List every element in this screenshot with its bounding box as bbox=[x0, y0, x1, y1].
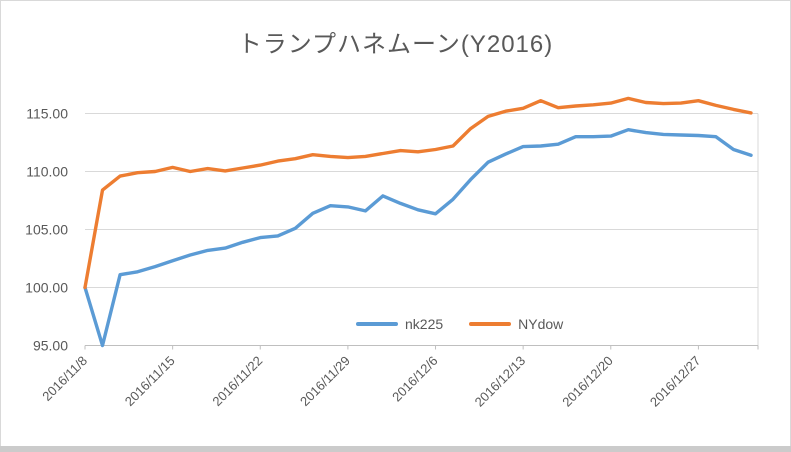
NYdow-line-swatch-icon bbox=[469, 322, 512, 326]
y-tick-label: 110.00 bbox=[26, 164, 68, 180]
y-tick-label: 95.00 bbox=[33, 338, 68, 354]
nk225-line-swatch-icon bbox=[356, 322, 398, 326]
x-tick-label: 2016/11/22 bbox=[209, 353, 265, 409]
y-tick-label: 105.00 bbox=[25, 222, 68, 238]
series-line-NYdow[interactable] bbox=[83, 96, 753, 290]
x-tick-label: 2016/12/6 bbox=[389, 353, 441, 405]
x-tick-label: 2016/11/29 bbox=[297, 353, 353, 409]
x-tick-label: 2016/12/20 bbox=[559, 353, 616, 410]
chart-title[interactable]: トランプハネムーン(Y2016) bbox=[237, 31, 554, 58]
legend-item-nk225[interactable]: nk225 bbox=[356, 316, 443, 332]
x-tick-label: 2016/11/15 bbox=[122, 353, 178, 409]
y-tick-label: 115.00 bbox=[26, 106, 68, 122]
legend-item-NYdow[interactable]: NYdow bbox=[469, 316, 563, 332]
legend-label-NYdow: NYdow bbox=[518, 316, 564, 332]
legend-label-nk225: nk225 bbox=[405, 316, 444, 332]
x-tick-label: 2016/12/27 bbox=[647, 353, 704, 410]
x-tick-label: 2016/12/13 bbox=[472, 353, 529, 410]
series-line-nk225[interactable] bbox=[83, 127, 753, 348]
chart-legend: nk225 NYdow bbox=[356, 316, 563, 332]
x-tick-label: 2016/11/8 bbox=[39, 353, 90, 404]
window-bottom-strip bbox=[0, 446, 791, 452]
y-tick-label: 100.00 bbox=[25, 280, 68, 296]
